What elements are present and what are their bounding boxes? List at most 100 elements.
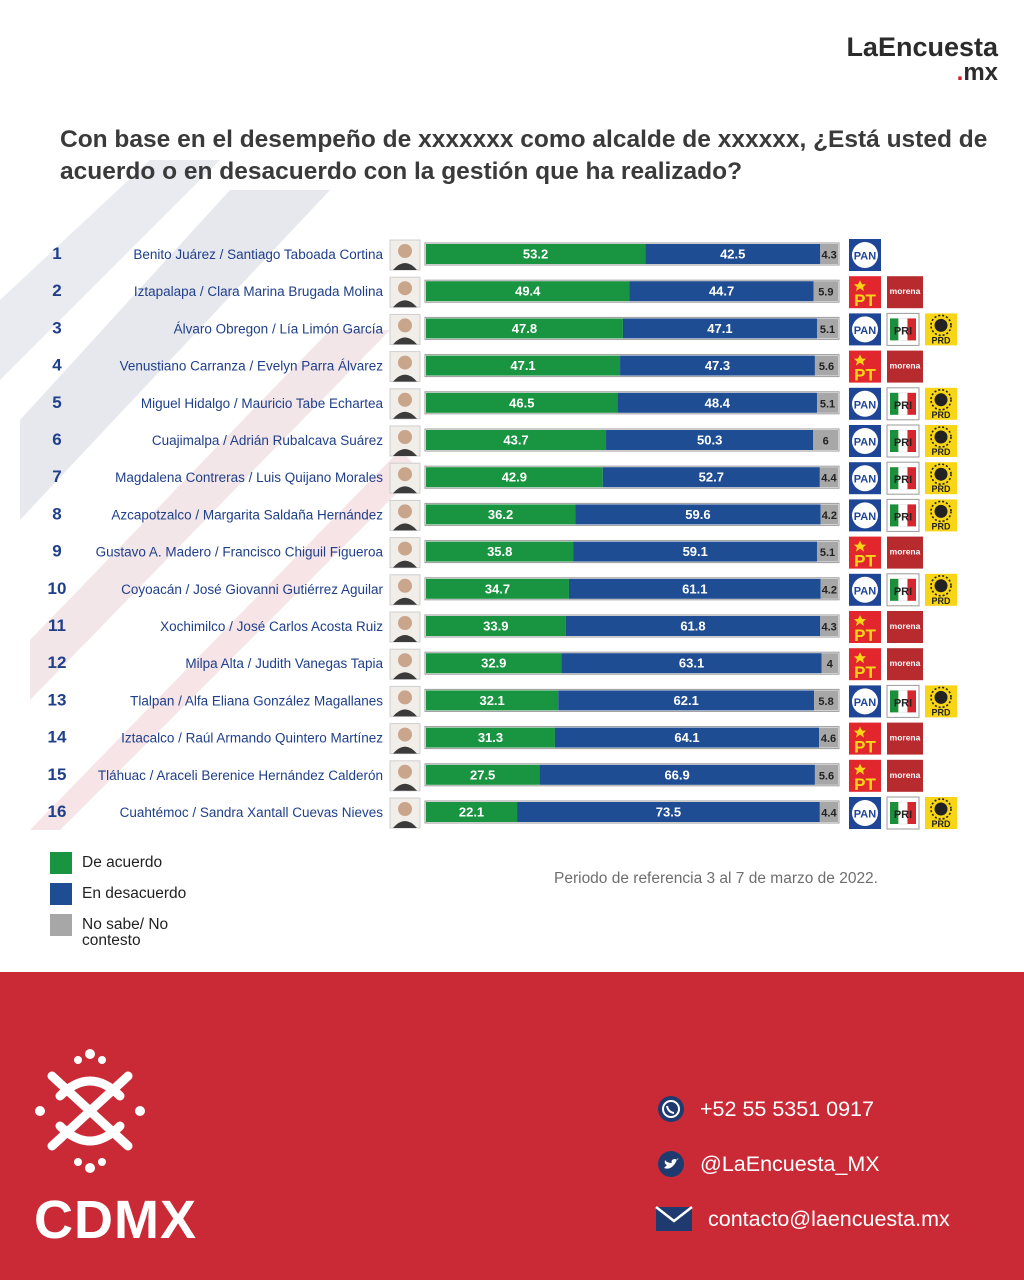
pan-icon-text: PAN xyxy=(854,697,876,709)
brand-domain: .mx xyxy=(956,59,998,86)
morena-icon-text: morena xyxy=(890,286,921,296)
bar-disagree xyxy=(573,541,817,562)
label-agree: 49.4 xyxy=(515,284,541,299)
morena-icon xyxy=(887,536,923,569)
label-disagree: 59.6 xyxy=(685,507,710,522)
photo-face xyxy=(398,764,412,779)
photo-body xyxy=(393,635,417,642)
reference-period: Periodo de referencia 3 al 7 de marzo de… xyxy=(554,870,878,887)
pt-icon-text: PT xyxy=(854,775,876,794)
rank-label: 7 xyxy=(52,467,61,486)
photo-face xyxy=(398,802,412,816)
prd-icon-sun xyxy=(934,318,948,332)
pt-icon-text: PT xyxy=(854,626,876,645)
label-disagree: 48.4 xyxy=(705,395,731,410)
photo-face xyxy=(398,690,412,705)
pri-icon-red xyxy=(907,467,916,490)
category-label: Tlalpan / Alfa Eliana González Magallane… xyxy=(130,693,383,708)
pri-icon-red xyxy=(907,392,916,415)
rank-label: 10 xyxy=(48,579,67,598)
category-label: Iztacalco / Raúl Armando Quintero Martín… xyxy=(121,731,383,746)
pri-icon-red xyxy=(907,578,916,601)
photo-body xyxy=(393,374,417,382)
morena-icon-text: morena xyxy=(890,547,921,557)
brand-logo: LaEncuesta .mx xyxy=(846,32,998,86)
chart-row: 3 Álvaro Obregon / Lía Limón García 47.8 47… xyxy=(52,312,957,346)
pan-icon-circle xyxy=(852,428,878,454)
photo-face xyxy=(398,430,412,444)
prd-icon-rays xyxy=(930,500,952,523)
pan-icon-circle xyxy=(852,576,878,603)
photo-face xyxy=(398,504,412,519)
pri-icon-green xyxy=(890,690,899,713)
brand-domain-text: mx xyxy=(963,59,998,86)
bar-unknown xyxy=(816,318,838,339)
label-disagree: 50.3 xyxy=(697,433,722,448)
prd-icon-text: PRD xyxy=(931,521,951,531)
chart-row: 4 Venustiano Carranza / Evelyn Parra Álva… xyxy=(52,350,923,385)
category-label: Milpa Alta / Judith Vanegas Tapia xyxy=(185,656,383,671)
pan-icon-text: PAN xyxy=(854,511,876,523)
bar-disagree xyxy=(568,578,821,599)
pt-icon-star xyxy=(854,615,866,626)
photo-face xyxy=(398,281,412,296)
pt-icon xyxy=(849,759,881,792)
bar-agree xyxy=(426,281,630,302)
bar-unknown xyxy=(816,392,838,413)
photo-face xyxy=(398,318,412,333)
bar-unknown xyxy=(821,653,838,674)
bar-agree xyxy=(426,244,646,264)
morena-icon xyxy=(887,350,923,383)
category-label: Cuajimalpa / Adrián Rubalcava Suárez xyxy=(152,433,383,448)
pri-icon-text: PRI xyxy=(894,809,912,821)
pri-icon-green xyxy=(890,467,899,490)
pan-icon-text: PAN xyxy=(854,585,876,597)
email-address: contacto@laencuesta.mx xyxy=(708,1206,950,1231)
photo-body xyxy=(393,672,417,680)
label-agree: 34.7 xyxy=(485,581,510,596)
prd-icon-text: PRD xyxy=(931,819,951,829)
rank-label: 13 xyxy=(48,690,67,709)
pri-icon-text: PRI xyxy=(894,400,912,412)
bar-agree xyxy=(426,318,623,339)
label-unknown: 5.1 xyxy=(820,324,835,336)
pri-icon-text: PRI xyxy=(894,697,912,709)
rank-label: 2 xyxy=(52,281,61,300)
pt-icon-star xyxy=(854,354,866,366)
prd-icon-sun xyxy=(934,504,948,518)
bar-agree xyxy=(426,690,559,711)
photo-body xyxy=(393,783,417,791)
label-disagree: 47.1 xyxy=(707,321,732,336)
prd-icon-text: PRD xyxy=(931,707,951,717)
bar-unknown xyxy=(819,802,838,822)
rank-label: 4 xyxy=(52,356,62,375)
bar-unknown xyxy=(816,541,838,562)
photo-body xyxy=(393,597,417,605)
label-agree: 32.1 xyxy=(479,693,504,708)
legend-label-unknown: No sabe/ No contesto xyxy=(82,916,169,949)
rank-label: 6 xyxy=(52,430,61,449)
bar-disagree xyxy=(617,392,817,413)
morena-icon-text: morena xyxy=(890,770,921,780)
category-label: Tláhuac / Araceli Berenice Hernández Cal… xyxy=(98,768,383,783)
pan-icon-circle xyxy=(852,688,878,715)
pri-icon-text: PRI xyxy=(894,586,912,598)
label-unknown: 4.2 xyxy=(822,510,837,522)
photo-body xyxy=(393,337,417,345)
pt-icon-star xyxy=(854,763,866,775)
label-disagree: 66.9 xyxy=(664,767,689,782)
label-agree: 43.7 xyxy=(503,433,528,448)
chart-row: 14 Iztacalco / Raúl Armando Quintero Mart… xyxy=(48,722,923,757)
morena-icon-text: morena xyxy=(890,621,921,631)
pri-icon-text: PRI xyxy=(894,511,912,523)
bar-agree xyxy=(426,467,603,488)
chart-row: 9 Gustavo A. Madero / Francisco Chiguil F… xyxy=(52,536,923,571)
bar-disagree xyxy=(622,318,817,339)
label-agree: 27.5 xyxy=(470,767,495,782)
label-unknown: 5.8 xyxy=(818,696,833,708)
pan-icon-text: PAN xyxy=(854,437,876,449)
bar-agree xyxy=(426,802,518,822)
label-unknown: 4.3 xyxy=(821,250,836,262)
bar-disagree xyxy=(539,764,815,785)
pt-icon xyxy=(849,611,881,643)
